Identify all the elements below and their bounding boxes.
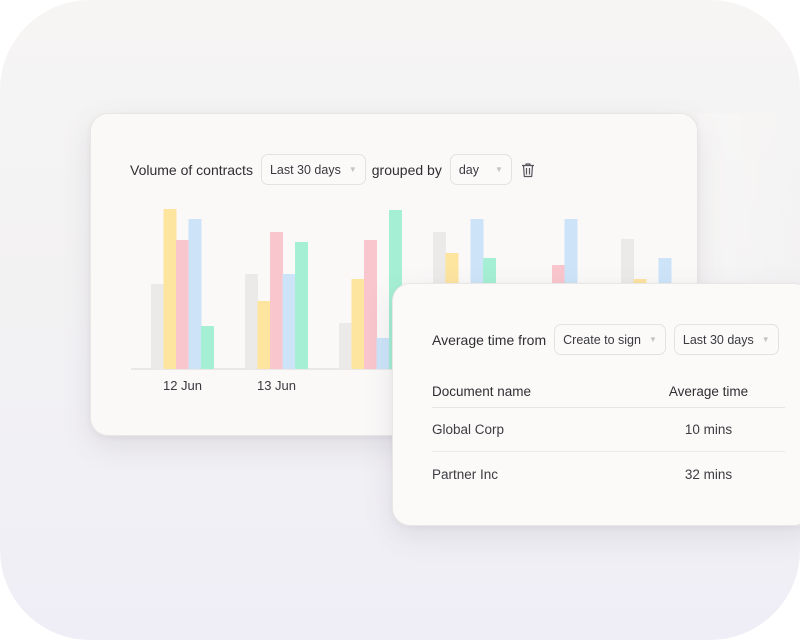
- volume-of-contracts-card: 12 Jun 13 Jun Volume of contracts Last 30…: [90, 113, 698, 436]
- chart-bar: [295, 242, 308, 369]
- average-time-table: Document name Average time Global Corp 1…: [432, 376, 785, 496]
- x-tick-label: 13 Jun: [257, 378, 296, 393]
- avg-period-select[interactable]: Last 30 days ▼: [673, 324, 779, 355]
- chart-bar: [364, 240, 377, 369]
- stage-select[interactable]: Create to sign ▼: [554, 324, 666, 355]
- chart-bar: [351, 279, 365, 369]
- chevron-down-icon: ▼: [348, 165, 357, 174]
- chart-bar: [257, 301, 271, 369]
- x-tick-label: 12 Jun: [163, 378, 202, 393]
- volume-toolbar: Volume of contracts Last 30 days ▼ group…: [130, 154, 536, 185]
- column-header-average-time: Average time: [668, 384, 749, 399]
- chart-bar: [282, 274, 296, 369]
- document-name-cell: Partner Inc: [432, 466, 499, 482]
- chart-bar: [163, 209, 177, 369]
- chart-bar: [151, 284, 164, 369]
- chart-bar: [270, 232, 283, 369]
- table-row[interactable]: Global Corp 10 mins: [432, 408, 785, 452]
- volume-period-select[interactable]: Last 30 days ▼: [260, 154, 366, 185]
- chart-bar: [376, 338, 390, 369]
- chart-bar: [201, 326, 214, 369]
- chart-bar: [339, 323, 352, 369]
- grouped-by-label: grouped by: [371, 161, 442, 178]
- chart-bar: [176, 240, 189, 369]
- group-by-select[interactable]: day ▼: [449, 154, 512, 185]
- avg-title: Average time from: [432, 331, 547, 348]
- chart-bar: [245, 274, 258, 369]
- chevron-down-icon: ▼: [494, 165, 503, 174]
- avg-period-value: Last 30 days: [682, 332, 754, 347]
- average-time-card: Average time from Create to sign ▼ Last …: [392, 283, 800, 526]
- document-name-cell: Global Corp: [432, 422, 505, 437]
- table-row[interactable]: Partner Inc 32 mins: [432, 452, 785, 496]
- chart-bar: [188, 219, 202, 369]
- chevron-down-icon: ▼: [761, 335, 770, 344]
- volume-period-value: Last 30 days: [269, 162, 341, 177]
- chevron-down-icon: ▼: [648, 335, 657, 344]
- average-time-cell: 32 mins: [684, 466, 733, 482]
- stage-value: Create to sign: [563, 332, 641, 347]
- column-header-document-name: Document name: [432, 384, 532, 399]
- background-fade: [698, 113, 800, 283]
- table-header: Document name Average time: [432, 376, 785, 408]
- trash-icon[interactable]: [520, 162, 536, 178]
- group-by-value: day: [458, 162, 479, 177]
- avg-toolbar: Average time from Create to sign ▼ Last …: [432, 324, 779, 355]
- volume-title: Volume of contracts: [130, 161, 253, 178]
- average-time-cell: 10 mins: [684, 422, 733, 437]
